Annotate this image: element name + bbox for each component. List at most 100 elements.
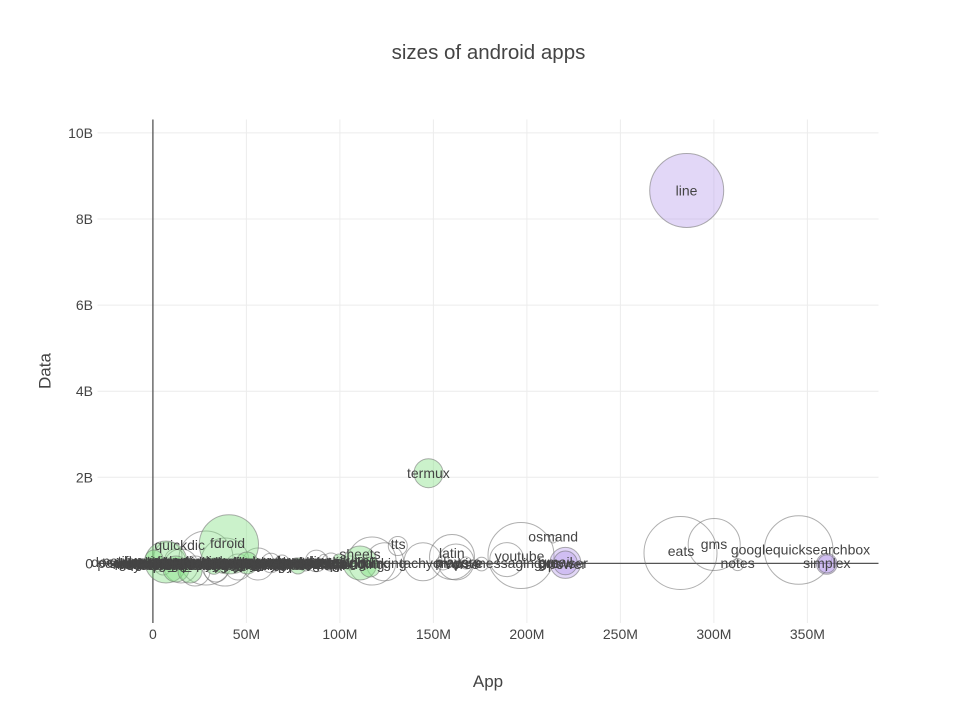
svg-text:6B: 6B [76,297,93,313]
svg-text:mediaprovider: mediaprovider [115,557,204,573]
svg-text:firefox: firefox [308,555,346,571]
svg-text:fdroid: fdroid [210,535,245,551]
svg-text:shipping: shipping [314,555,366,571]
svg-text:2B: 2B [76,469,93,485]
svg-text:350M: 350M [790,626,825,642]
svg-text:sheets: sheets [339,546,380,562]
svg-text:recorder: recorder [182,555,234,571]
svg-text:simplex: simplex [803,555,850,571]
svg-text:newpipes: newpipes [252,557,311,573]
svg-text:simplecalendar: simplecalendar [109,555,203,571]
svg-text:drive: drive [453,555,484,571]
svg-text:duolingo: duolingo [211,554,264,570]
svg-text:playlists: playlists [196,556,246,572]
svg-text:k_9_mail: k_9_mail [161,556,217,572]
svg-text:bluetooth: bluetooth [157,554,215,570]
svg-text:inputpad: inputpad [191,554,245,570]
svg-text:systemui: systemui [279,557,334,573]
svg-text:Data: Data [36,353,55,389]
svg-text:tts: tts [391,536,406,552]
svg-text:flipboard: flipboard [204,557,258,573]
svg-text:printing: printing [182,557,228,573]
svg-text:300M: 300M [696,626,731,642]
svg-text:whatsapp: whatsapp [289,554,350,570]
svg-text:jitsimeet: jitsimeet [239,556,291,572]
svg-text:sizes of android apps: sizes of android apps [392,41,586,64]
svg-text:250M: 250M [603,626,638,642]
svg-text:banking: banking [357,555,406,571]
svg-text:nextcloud: nextcloud [242,556,302,572]
svg-text:documentsmanager: documentsmanager [91,554,215,570]
svg-text:downloads: downloads [150,555,217,571]
svg-text:firefox: firefox [154,555,192,571]
svg-text:deskclock: deskclock [148,557,210,573]
svg-text:200M: 200M [509,626,544,642]
svg-text:youtube: youtube [495,548,545,564]
svg-text:tachyon: tachyon [399,555,448,571]
svg-text:eats: eats [668,543,694,559]
svg-text:0: 0 [85,555,93,571]
svg-text:10B: 10B [68,125,93,141]
svg-text:notes: notes [720,555,754,571]
svg-text:calendar: calendar [268,554,322,570]
svg-text:packageinstaller: packageinstaller [97,555,199,571]
svg-text:lipidh: lipidh [333,554,366,570]
svg-text:ridding: ridding [349,555,391,571]
svg-text:packages: packages [213,554,273,570]
svg-text:150M: 150M [416,626,451,642]
svg-text:8B: 8B [76,211,93,227]
svg-text:wallpaper: wallpaper [180,554,241,570]
svg-text:systemui: systemui [126,557,181,573]
svg-text:googlequicksearchbox: googlequicksearchbox [731,542,870,558]
svg-text:App: App [473,672,503,691]
svg-text:signally: signally [307,553,354,569]
svg-text:galleryy: galleryy [171,556,219,572]
svg-text:clipboard: clipboard [199,553,256,569]
svg-text:0: 0 [149,626,157,642]
svg-text:gallery3d: gallery3d [119,555,176,571]
svg-text:verse: verse [445,556,479,572]
svg-text:y_1_plug: y_1_plug [231,555,288,571]
svg-text:players: players [435,554,480,570]
svg-text:line: line [676,183,698,199]
svg-text:launcher: launcher [277,553,331,569]
svg-text:markdown: markdown [243,555,308,571]
svg-text:spotifyy: spotifyy [216,556,263,572]
svg-text:dialerapp: dialerapp [234,554,292,570]
svg-text:documents: documents [123,555,191,571]
svg-text:launcher: launcher [124,553,178,569]
svg-text:wealthy: wealthy [174,555,222,571]
svg-text:calendar: calendar [114,554,168,570]
svg-text:browser: browser [538,555,588,571]
svg-text:telephony: telephony [217,556,278,572]
svg-text:podcasts: podcasts [241,554,297,570]
svg-text:shipping: shipping [208,555,260,571]
svg-text:nightlyb: nightlyb [226,555,274,571]
svg-text:messaging: messaging [474,555,542,571]
svg-text:maps: maps [435,555,469,571]
svg-text:whatsapp: whatsapp [136,554,197,570]
svg-text:osmdroid: osmdroid [262,556,320,572]
svg-text:settings: settings [146,556,194,572]
svg-text:tutanota: tutanota [263,554,314,570]
svg-text:power: power [548,556,586,572]
svg-text:gms: gms [701,536,727,552]
svg-text:contacts: contacts [272,556,324,572]
svg-text:keyboard: keyboard [163,554,221,570]
svg-text:gliph: gliph [349,554,379,570]
svg-text:notificationlog: notificationlog [102,553,188,569]
svg-text:etesyncd: etesyncd [225,553,281,569]
svg-text:termux: termux [407,465,450,481]
svg-text:telegram: telegram [290,556,344,572]
svg-text:antennap: antennap [256,555,315,571]
svg-text:settings: settings [299,556,347,572]
svg-text:contacts: contacts [118,556,170,572]
svg-text:4B: 4B [76,383,93,399]
svg-text:osmand: osmand [528,529,578,545]
svg-text:signally: signally [153,553,200,569]
svg-text:tlipid: tlipid [320,556,349,572]
svg-text:quickdic: quickdic [154,537,205,553]
svg-text:openboard: openboard [246,553,313,569]
svg-text:documents: documents [277,555,345,571]
svg-text:calculator: calculator [284,554,344,570]
